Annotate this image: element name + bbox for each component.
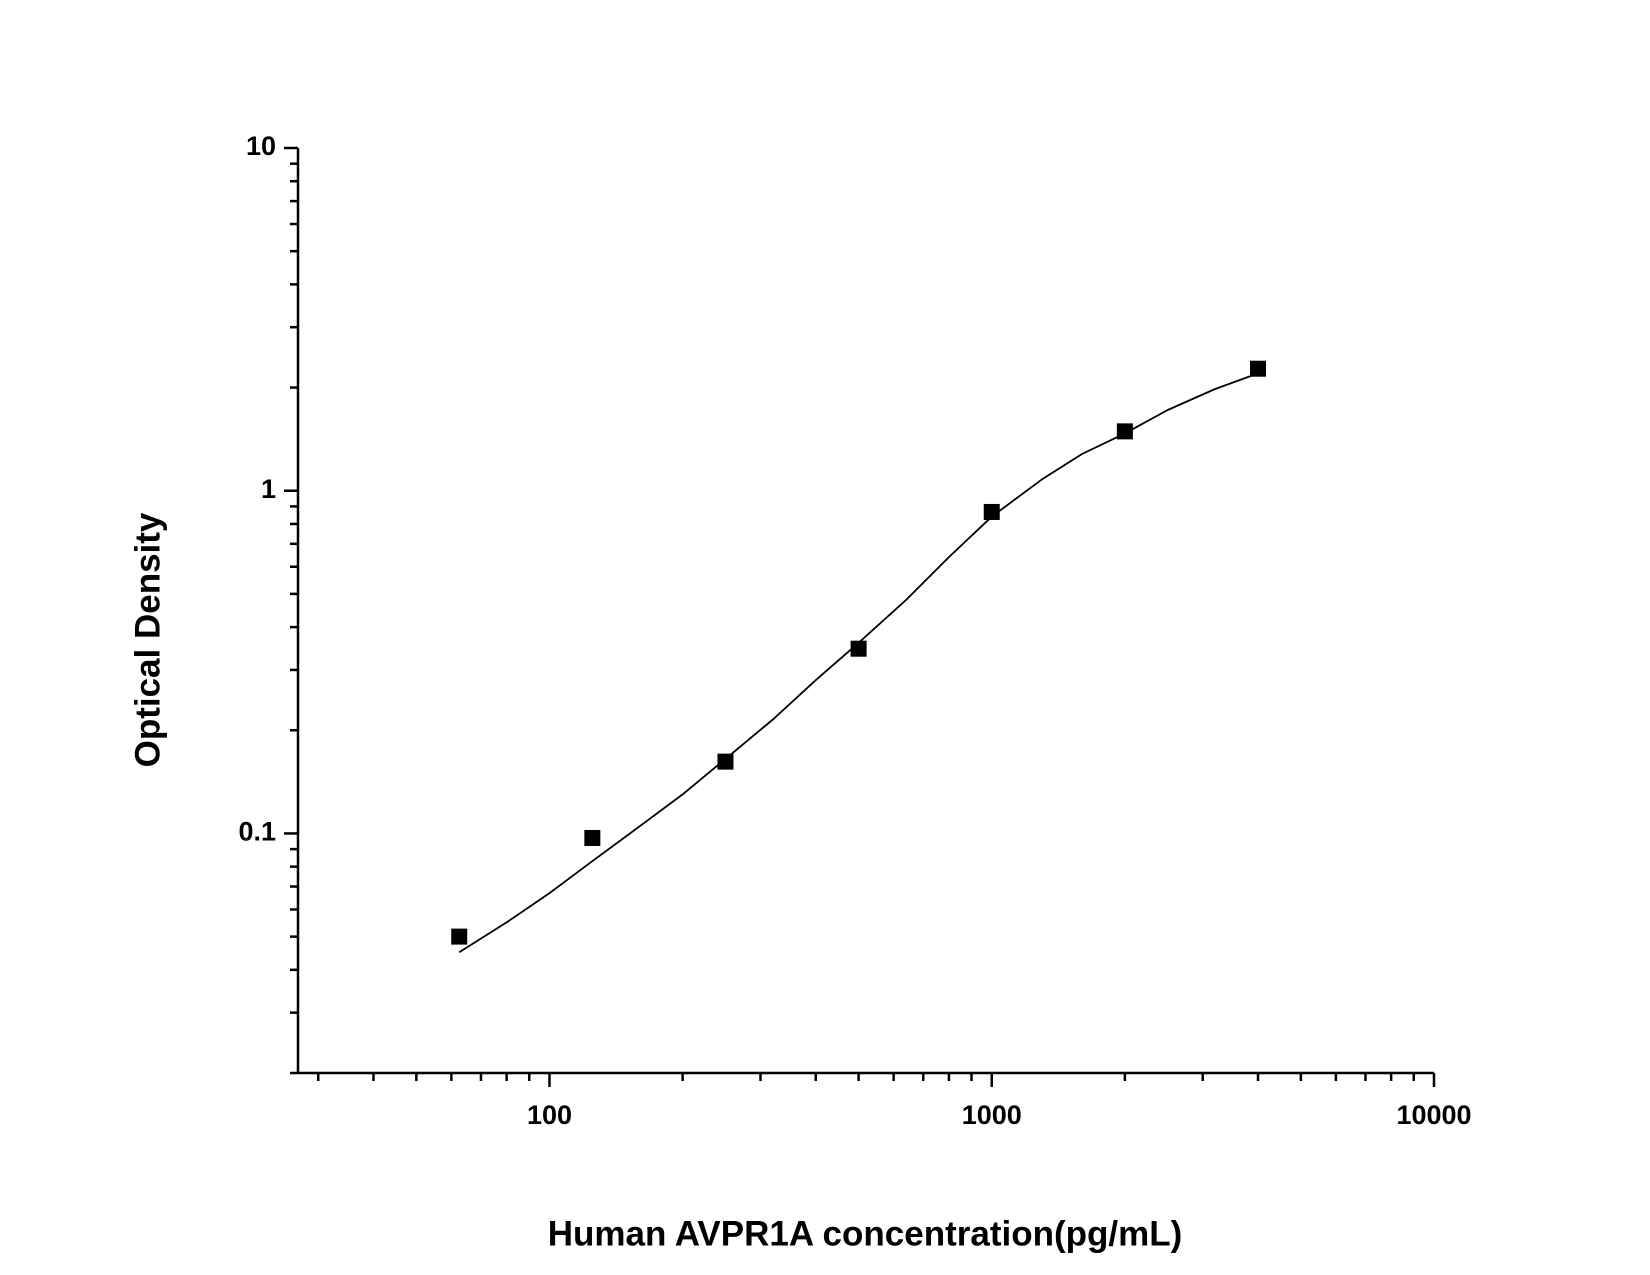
y-tick-label: 0.1 — [238, 817, 276, 847]
point — [850, 640, 867, 657]
x-axis-title: Human AVPR1A concentration(pg/mL) — [548, 1214, 1183, 1253]
fit-curve — [458, 372, 1259, 954]
y-tick-label: 10 — [246, 131, 276, 161]
point — [451, 928, 468, 945]
y-tick-label: 1 — [261, 474, 276, 504]
point — [717, 753, 734, 770]
x-tick-label: 1000 — [962, 1100, 1022, 1130]
x-tick-label: 10000 — [1396, 1100, 1471, 1130]
point — [1250, 360, 1267, 377]
y-axis-title: Optical Density — [128, 512, 167, 767]
x-tick-label: 100 — [527, 1100, 572, 1130]
point — [983, 503, 1000, 520]
point — [584, 829, 601, 846]
